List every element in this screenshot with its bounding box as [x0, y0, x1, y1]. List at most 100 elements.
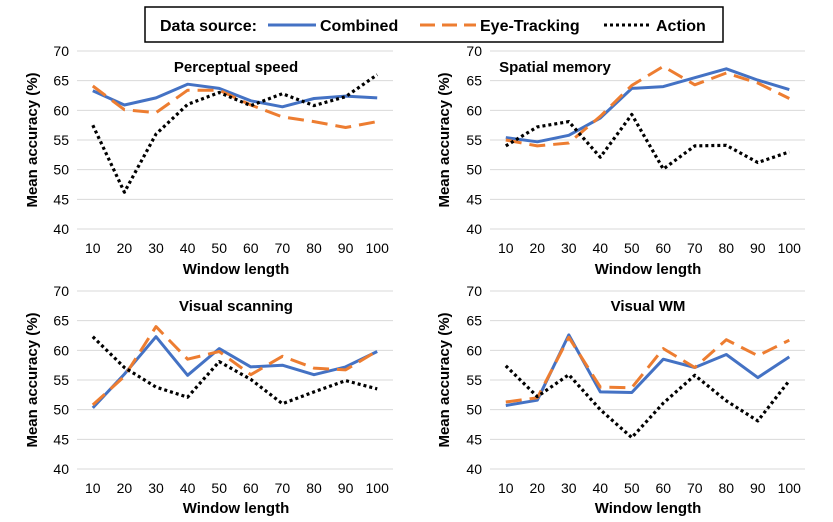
- x-tick-label: 60: [655, 240, 671, 256]
- y-tick-label: 50: [53, 162, 69, 178]
- x-tick-label: 20: [117, 240, 133, 256]
- panel-title: Perceptual speed: [174, 59, 298, 76]
- x-tick-label: 60: [243, 240, 259, 256]
- y-tick-label: 50: [466, 402, 482, 418]
- x-tick-label: 50: [211, 240, 227, 256]
- y-tick-label: 70: [53, 43, 69, 59]
- series-line-combined: [505, 333, 791, 407]
- gridlines: [77, 290, 393, 470]
- y-tick-label: 65: [466, 73, 482, 89]
- x-tick-label: 40: [180, 240, 196, 256]
- x-tick-label: 60: [243, 480, 259, 496]
- y-tick-label: 45: [53, 191, 69, 207]
- y-tick-label: 60: [53, 342, 69, 358]
- gridlines: [490, 290, 805, 470]
- x-tick-label: 100: [366, 240, 390, 256]
- legend-label-eye-tracking: Eye-Tracking: [480, 18, 580, 35]
- x-tick-label: 50: [624, 240, 640, 256]
- y-tick-label: 40: [53, 221, 69, 237]
- legend: Data source: Combined Eye-Tracking Actio…: [144, 6, 724, 43]
- y-axis-label: Mean accuracy (%): [24, 72, 41, 207]
- panel-title: Visual scanning: [179, 298, 293, 315]
- gridlines: [77, 50, 393, 230]
- x-tick-label: 10: [498, 240, 514, 256]
- x-tick-label: 30: [148, 480, 164, 496]
- y-axis-label: Mean accuracy (%): [24, 312, 41, 447]
- x-tick-label: 10: [85, 240, 101, 256]
- y-tick-label: 70: [53, 283, 69, 299]
- x-tick-label: 50: [624, 480, 640, 496]
- x-tick-label: 90: [750, 240, 766, 256]
- x-tick-label: 60: [655, 480, 671, 496]
- legend-label-combined: Combined: [320, 18, 398, 35]
- y-axis-label: Mean accuracy (%): [436, 312, 453, 447]
- y-tick-label: 40: [466, 461, 482, 477]
- panel-visual-scanning: Visual scanning Window length Mean accur…: [24, 283, 393, 517]
- series-line-eye-tracking: [505, 64, 790, 148]
- panel-title: Spatial memory: [499, 59, 611, 76]
- x-tick-label: 100: [778, 480, 802, 496]
- y-tick-label: 65: [53, 73, 69, 89]
- series-line-combined: [92, 82, 378, 109]
- series-line-eye-tracking: [91, 84, 378, 129]
- series-line-combined: [505, 67, 790, 144]
- x-tick-label: 50: [211, 480, 227, 496]
- legend-label-action: Action: [656, 18, 706, 35]
- x-tick-label: 40: [180, 480, 196, 496]
- x-tick-label: 90: [338, 240, 354, 256]
- panel-spatial-memory: Spatial memory Window length Mean accura…: [436, 43, 805, 278]
- x-tick-label: 70: [275, 480, 291, 496]
- y-tick-label: 55: [466, 372, 482, 388]
- series-line-action: [504, 364, 791, 440]
- y-tick-label: 50: [53, 402, 69, 418]
- x-axis-label: Window length: [183, 500, 290, 517]
- series-line-combined: [91, 335, 378, 409]
- panel-title: Visual WM: [611, 298, 686, 315]
- x-tick-label: 70: [275, 240, 291, 256]
- x-tick-label: 30: [148, 240, 164, 256]
- x-tick-label: 100: [778, 240, 802, 256]
- x-axis-label: Window length: [595, 261, 702, 278]
- x-tick-label: 80: [306, 480, 322, 496]
- x-tick-label: 30: [561, 240, 577, 256]
- x-tick-label: 70: [687, 240, 703, 256]
- y-tick-label: 60: [53, 102, 69, 118]
- series-line-action: [91, 335, 378, 406]
- series-line-eye-tracking: [91, 325, 378, 407]
- y-tick-label: 55: [53, 132, 69, 148]
- x-tick-label: 80: [306, 240, 322, 256]
- x-tick-label: 100: [366, 480, 390, 496]
- y-tick-label: 50: [466, 162, 482, 178]
- y-tick-label: 45: [466, 191, 482, 207]
- x-tick-label: 30: [561, 480, 577, 496]
- x-tick-label: 80: [718, 480, 734, 496]
- x-axis-label: Window length: [183, 261, 290, 278]
- x-tick-label: 90: [338, 480, 354, 496]
- y-tick-label: 40: [53, 461, 69, 477]
- x-axis-label: Window length: [595, 500, 702, 517]
- y-axis-label: Mean accuracy (%): [436, 72, 453, 207]
- x-tick-label: 90: [750, 480, 766, 496]
- y-tick-label: 55: [466, 132, 482, 148]
- y-tick-label: 45: [466, 431, 482, 447]
- x-tick-label: 70: [687, 480, 703, 496]
- y-tick-label: 65: [466, 313, 482, 329]
- x-tick-label: 80: [718, 240, 734, 256]
- y-tick-label: 55: [53, 372, 69, 388]
- panel-visual-wm: Visual WM Window length Mean accuracy (%…: [436, 283, 805, 517]
- x-tick-label: 40: [592, 480, 608, 496]
- y-tick-label: 70: [466, 43, 482, 59]
- x-tick-label: 20: [529, 480, 545, 496]
- y-tick-label: 60: [466, 342, 482, 358]
- y-tick-label: 60: [466, 102, 482, 118]
- y-tick-label: 45: [53, 431, 69, 447]
- y-tick-label: 70: [466, 283, 482, 299]
- x-tick-label: 10: [85, 480, 101, 496]
- x-tick-label: 20: [117, 480, 133, 496]
- y-tick-label: 40: [466, 221, 482, 237]
- x-tick-label: 10: [498, 480, 514, 496]
- series-line-eye-tracking: [505, 335, 790, 404]
- legend-title: Data source:: [160, 18, 257, 35]
- x-tick-label: 40: [592, 240, 608, 256]
